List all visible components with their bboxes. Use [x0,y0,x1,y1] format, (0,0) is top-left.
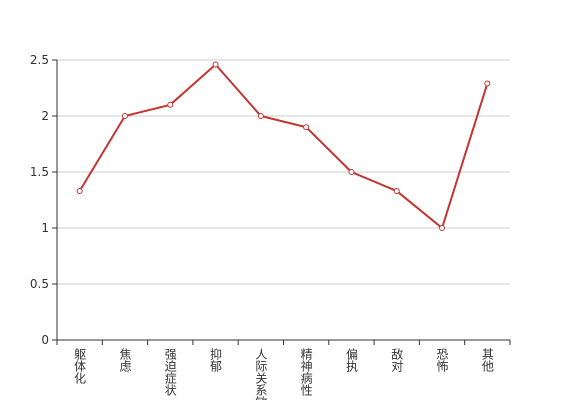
point [303,124,310,131]
point [257,113,264,119]
x-tick-label: 其他 [480,348,494,372]
x-tick-label: 强迫症状 [163,348,177,396]
y-tick-label: 1.5 [30,165,49,179]
x-tick-label: 精神病性 [299,348,313,397]
point [121,113,128,119]
point [348,169,355,175]
y-tick-label: 2 [41,109,49,123]
y-tick-label: 2.5 [30,53,49,67]
point [212,61,219,68]
x-tick-label: 抑郁 [209,347,223,373]
y-tick-label: 0.5 [30,277,49,291]
y-tick-label: 1 [41,221,49,235]
x-tick-label: 敌对 [390,347,404,372]
point [76,188,83,195]
x-tick-label: 躯体化 [73,347,87,385]
x-tick-label: 焦虑 [118,348,132,372]
x-tick-label: 偏执 [344,347,358,373]
point [393,188,400,195]
x-tick-label: 人际关系敏感 [254,348,268,400]
x-tick-label: 恐怖 [435,348,449,372]
y-tick-label: 0 [41,333,49,347]
point [484,80,491,87]
line [78,63,489,230]
point [439,225,446,231]
point [167,101,174,108]
